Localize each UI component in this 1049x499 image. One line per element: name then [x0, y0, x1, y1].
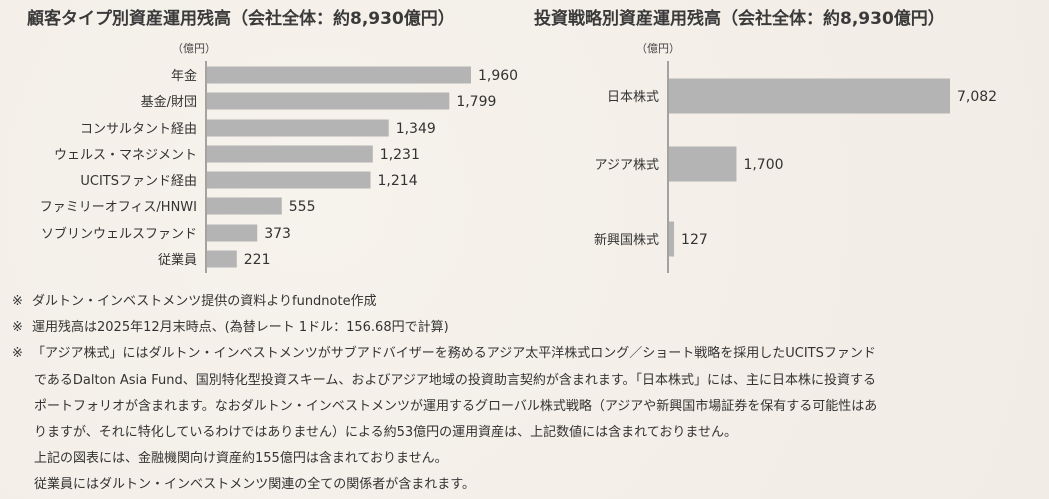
bar: [207, 145, 373, 163]
category-label: 従業員: [158, 252, 197, 268]
note-text: 上記の図表には、金融機関向け資産約155億円は含まれておりません。: [34, 451, 448, 467]
note-text: であるDalton Asia Fund、国別特化型投資スキーム、およびアジア地域…: [34, 372, 877, 388]
category-label: 年金: [171, 68, 197, 84]
bar: [207, 171, 371, 189]
bar: [669, 146, 737, 182]
category-label: ソブリンウェルスファンド: [41, 226, 197, 242]
value-label: 7,082: [957, 89, 997, 105]
note-mark: ※: [12, 346, 23, 362]
footnote: であるDalton Asia Fund、国別特化型投資スキーム、およびアジア地域…: [12, 368, 877, 394]
value-label: 373: [264, 226, 291, 242]
footnote: りますが、それに特化しているわけではありません）による約53億円の運用資産は、上…: [12, 420, 877, 446]
note-text: ダルトン・インベストメンツ提供の資料よりfundnote作成: [32, 294, 377, 309]
bar: [207, 250, 237, 268]
note-mark: ※: [12, 294, 23, 309]
category-label: ファミリーオフィス/HNWI: [40, 200, 197, 215]
footnote: ※ 「アジア株式」にはダルトン・インベストメンツがサブアドバイザーを務めるアジア太…: [12, 341, 877, 367]
footnote: ポートフォリオが含まれます。なおダルトン・インベストメンツが運用するグローバル株…: [12, 394, 877, 420]
value-label: 1,700: [743, 157, 783, 173]
category-label: ウェルス・マネジメント: [54, 148, 197, 163]
client-type-chart: 顧客タイプ別資産運用残高（会社全体：約8,930億円） （億円） 年金 1,960…: [27, 8, 518, 273]
bar: [207, 92, 450, 110]
chart-title: 投資戦略別資産運用残高（会社全体：約8,930億円）: [534, 8, 945, 29]
unit-label: （億円）: [636, 42, 680, 55]
unit-label: （億円）: [172, 42, 216, 55]
category-label: 新興国株式: [594, 232, 659, 248]
chart-title: 顧客タイプ別資産運用残高（会社全体：約8,930億円）: [27, 8, 455, 29]
value-label: 555: [289, 199, 316, 215]
bar: [669, 78, 950, 114]
value-label: 127: [681, 232, 708, 248]
bar: [207, 197, 282, 215]
value-label: 1,231: [380, 147, 420, 163]
note-text: りますが、それに特化しているわけではありません）による約53億円の運用資産は、上…: [34, 425, 737, 441]
footnote: 上記の図表には、金融機関向け資産約155億円は含まれておりません。: [12, 446, 877, 472]
note-text: 運用残高は2025年12月末時点、(為替レート 1ドル：156.68円で計算): [32, 320, 449, 336]
bar: [207, 224, 258, 242]
footnote: ※ 運用残高は2025年12月末時点、(為替レート 1ドル：156.68円で計算): [12, 315, 877, 341]
bar: [207, 66, 471, 84]
bar: [207, 119, 389, 137]
note-text: 従業員にはダルトン・インベストメンツ関連の全ての関係者が含まれます。: [34, 477, 475, 493]
value-label: 1,799: [456, 94, 496, 110]
footnotes: ※ ダルトン・インベストメンツ提供の資料よりfundnote作成 ※ 運用残高は202…: [12, 289, 877, 499]
bar: [669, 221, 675, 257]
value-label: 1,960: [478, 68, 518, 84]
value-label: 1,214: [378, 173, 418, 189]
note-mark: ※: [12, 320, 23, 336]
footnote: ※ ダルトン・インベストメンツ提供の資料よりfundnote作成: [12, 289, 877, 315]
category-label: 日本株式: [607, 90, 659, 105]
value-label: 1,349: [396, 121, 436, 137]
strategy-chart: 投資戦略別資産運用残高（会社全体：約8,930億円） （億円） 日本株式 7,08…: [534, 8, 997, 273]
category-label: 基金/財団: [141, 94, 197, 110]
value-label: 221: [244, 252, 271, 268]
note-text: ポートフォリオが含まれます。なおダルトン・インベストメンツが運用するグローバル株…: [34, 398, 878, 414]
category-label: UCITSファンド経由: [80, 174, 197, 189]
category-label: アジア株式: [595, 158, 659, 173]
note-text: 「アジア株式」にはダルトン・インベストメンツがサブアドバイザーを務めるアジア太平…: [32, 346, 876, 362]
footnote: 従業員にはダルトン・インベストメンツ関連の全ての関係者が含まれます。: [12, 472, 877, 498]
category-label: コンサルタント経由: [80, 122, 197, 137]
